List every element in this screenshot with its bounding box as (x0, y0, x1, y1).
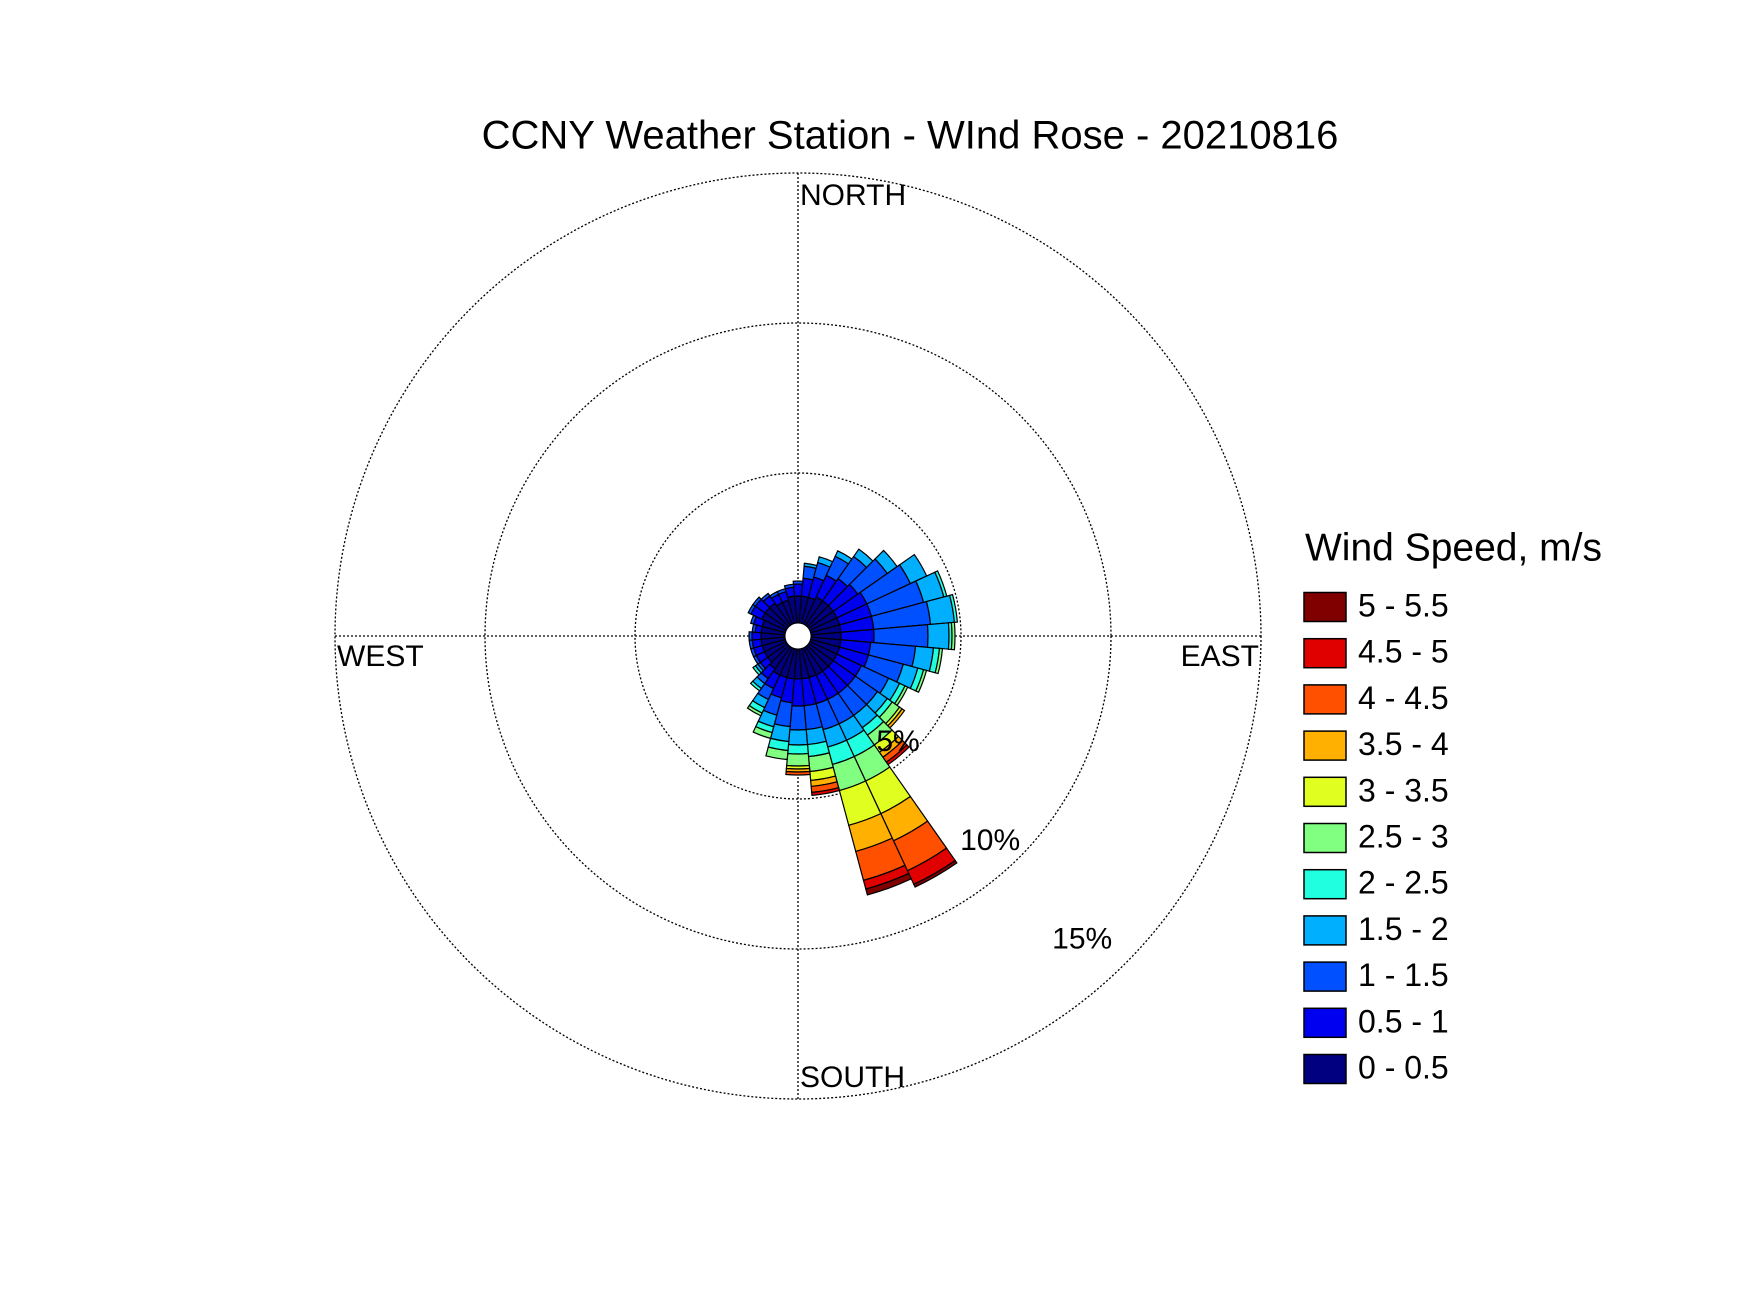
legend-label: 5 - 5.5 (1358, 587, 1449, 623)
legend-label: 4 - 4.5 (1358, 680, 1449, 716)
grid-ring (484, 322, 1112, 950)
direction-label: NORTH (800, 179, 906, 212)
legend-swatch (1303, 1053, 1347, 1085)
legend-swatch (1303, 591, 1347, 623)
legend-label: 1 - 1.5 (1358, 957, 1449, 993)
wind-sector (783, 583, 795, 590)
legend-swatch (1303, 730, 1347, 761)
wind-sector (948, 593, 959, 623)
wind-sector (785, 770, 811, 776)
legend-swatch (1303, 776, 1347, 808)
wind-sector (746, 704, 763, 717)
wind-sector (934, 647, 944, 675)
chart-title: CCNY Weather Station - WInd Rose - 20210… (482, 114, 1339, 158)
legend-swatch (1303, 961, 1347, 992)
legend-swatch (1303, 684, 1347, 715)
legend-label: 2.5 - 3 (1358, 818, 1449, 854)
wind-sector (748, 639, 755, 650)
legend-title: Wind Speed, m/s (1305, 526, 1602, 569)
wind-sector (749, 680, 763, 692)
legend-label: 3 - 3.5 (1358, 772, 1449, 808)
direction-label: WEST (337, 640, 424, 673)
wind-sector (789, 705, 807, 731)
grid-ring (334, 172, 1262, 1100)
wind-sector (926, 622, 950, 650)
direction-label: SOUTH (800, 1061, 905, 1094)
legend-swatch (1303, 915, 1347, 946)
wind-sector (760, 592, 771, 603)
wind-sector (912, 859, 958, 888)
legend-label: 0 - 0.5 (1358, 1049, 1449, 1085)
legend-swatch (1303, 868, 1347, 900)
center-hole (784, 622, 812, 650)
wind-sector (950, 621, 956, 651)
wind-sector (748, 631, 753, 641)
wind-sector (765, 746, 789, 761)
legend-label: 2 - 2.5 (1358, 865, 1449, 901)
grid-ring (634, 472, 962, 800)
wind-sector (786, 752, 810, 767)
legend-label: 3.5 - 4 (1358, 726, 1449, 762)
wind-sector (865, 872, 913, 896)
wind-sector (752, 596, 763, 608)
ring-label: 10% (960, 824, 1020, 857)
ring-label: 5% (876, 725, 919, 758)
ring-label: 15% (1052, 923, 1112, 956)
wind-sector (787, 728, 809, 746)
legend-label: 4.5 - 5 (1358, 634, 1449, 670)
wind-sector (752, 664, 763, 676)
legend-label: 1.5 - 2 (1358, 911, 1449, 947)
legend-swatch (1303, 1007, 1347, 1039)
wind-sector (752, 725, 773, 740)
legend-label: 0.5 - 1 (1358, 1003, 1449, 1039)
wind-sector (915, 668, 928, 694)
legend-swatch (1303, 822, 1347, 854)
wind-sector (792, 580, 804, 585)
legend-swatch (1303, 637, 1347, 669)
wind-sector (787, 743, 809, 755)
direction-label: EAST (1181, 640, 1259, 673)
wind-sector (811, 786, 841, 797)
